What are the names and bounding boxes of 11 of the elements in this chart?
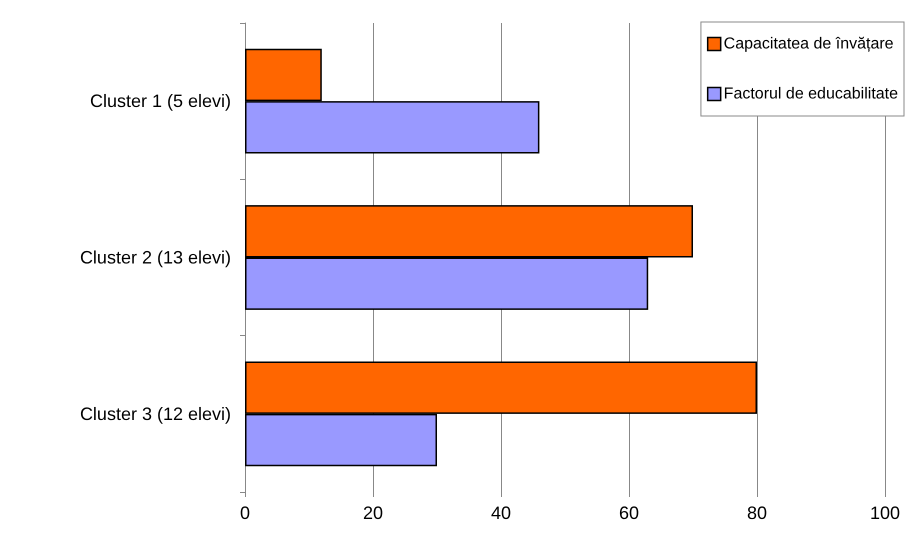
x-tick-label: 0 — [240, 503, 250, 523]
x-tick-label: 80 — [746, 503, 768, 523]
legend-label: Capacitatea de învățare — [724, 36, 894, 52]
y-tick-label: Cluster 1 (5 elevi) — [90, 91, 231, 112]
y-tick-label: Cluster 3 (12 elevi) — [80, 404, 231, 424]
x-tick-label: 60 — [618, 503, 640, 523]
legend-label: Factorul de educabilitate — [724, 86, 898, 102]
x-tick-label: 20 — [362, 503, 384, 523]
x-tick-label: 100 — [870, 503, 900, 523]
y-tick-label: Cluster 2 (13 elevi) — [80, 248, 231, 268]
x-tick-label: 40 — [490, 503, 512, 523]
